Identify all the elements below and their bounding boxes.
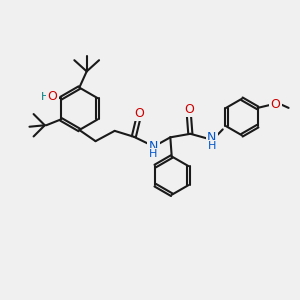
Text: O: O [270, 98, 280, 111]
Text: H: H [40, 92, 49, 102]
Text: N: N [207, 131, 217, 144]
Text: O: O [47, 90, 57, 103]
Text: H: H [208, 142, 216, 152]
Text: H: H [149, 149, 158, 159]
Text: N: N [149, 140, 158, 153]
Text: O: O [184, 103, 194, 116]
Text: O: O [134, 107, 144, 120]
